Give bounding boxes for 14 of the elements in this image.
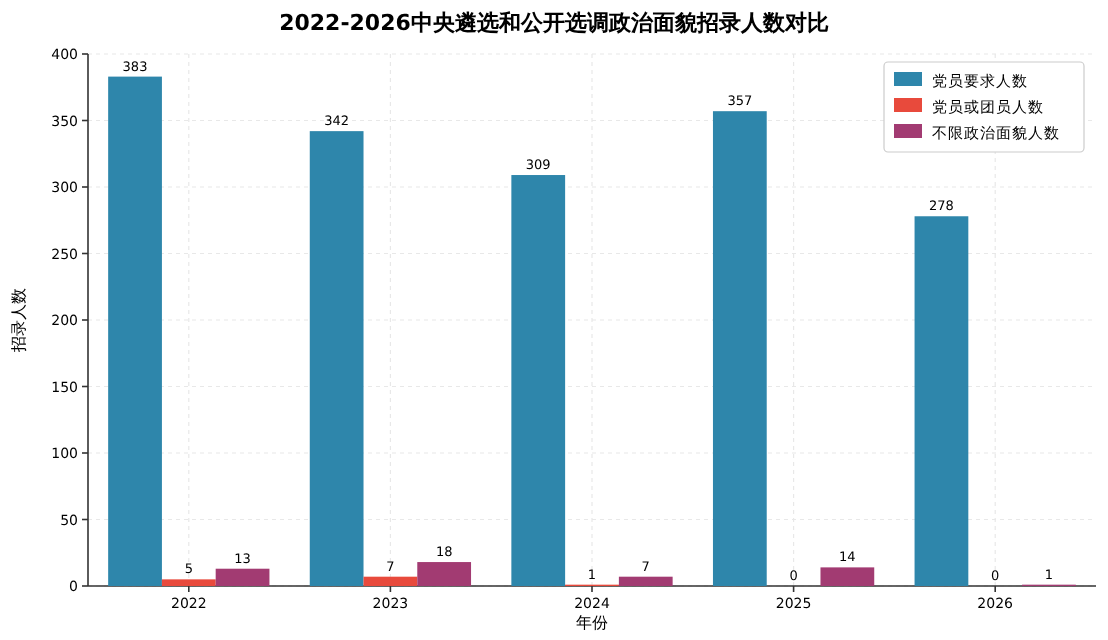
bar (161, 579, 216, 586)
bar (363, 576, 418, 586)
y-axis-title: 招录人数 (10, 288, 28, 354)
bar (618, 576, 673, 586)
x-axis-title: 年份 (576, 614, 608, 632)
chart-title: 2022-2026中央遴选和公开选调政治面貌招录人数对比 (279, 10, 829, 36)
bar (309, 131, 364, 586)
bar (215, 568, 270, 586)
bar (108, 76, 162, 586)
bar (417, 562, 472, 586)
bar (511, 175, 566, 586)
bar (820, 567, 875, 586)
bar (712, 111, 767, 586)
bar (914, 216, 969, 586)
